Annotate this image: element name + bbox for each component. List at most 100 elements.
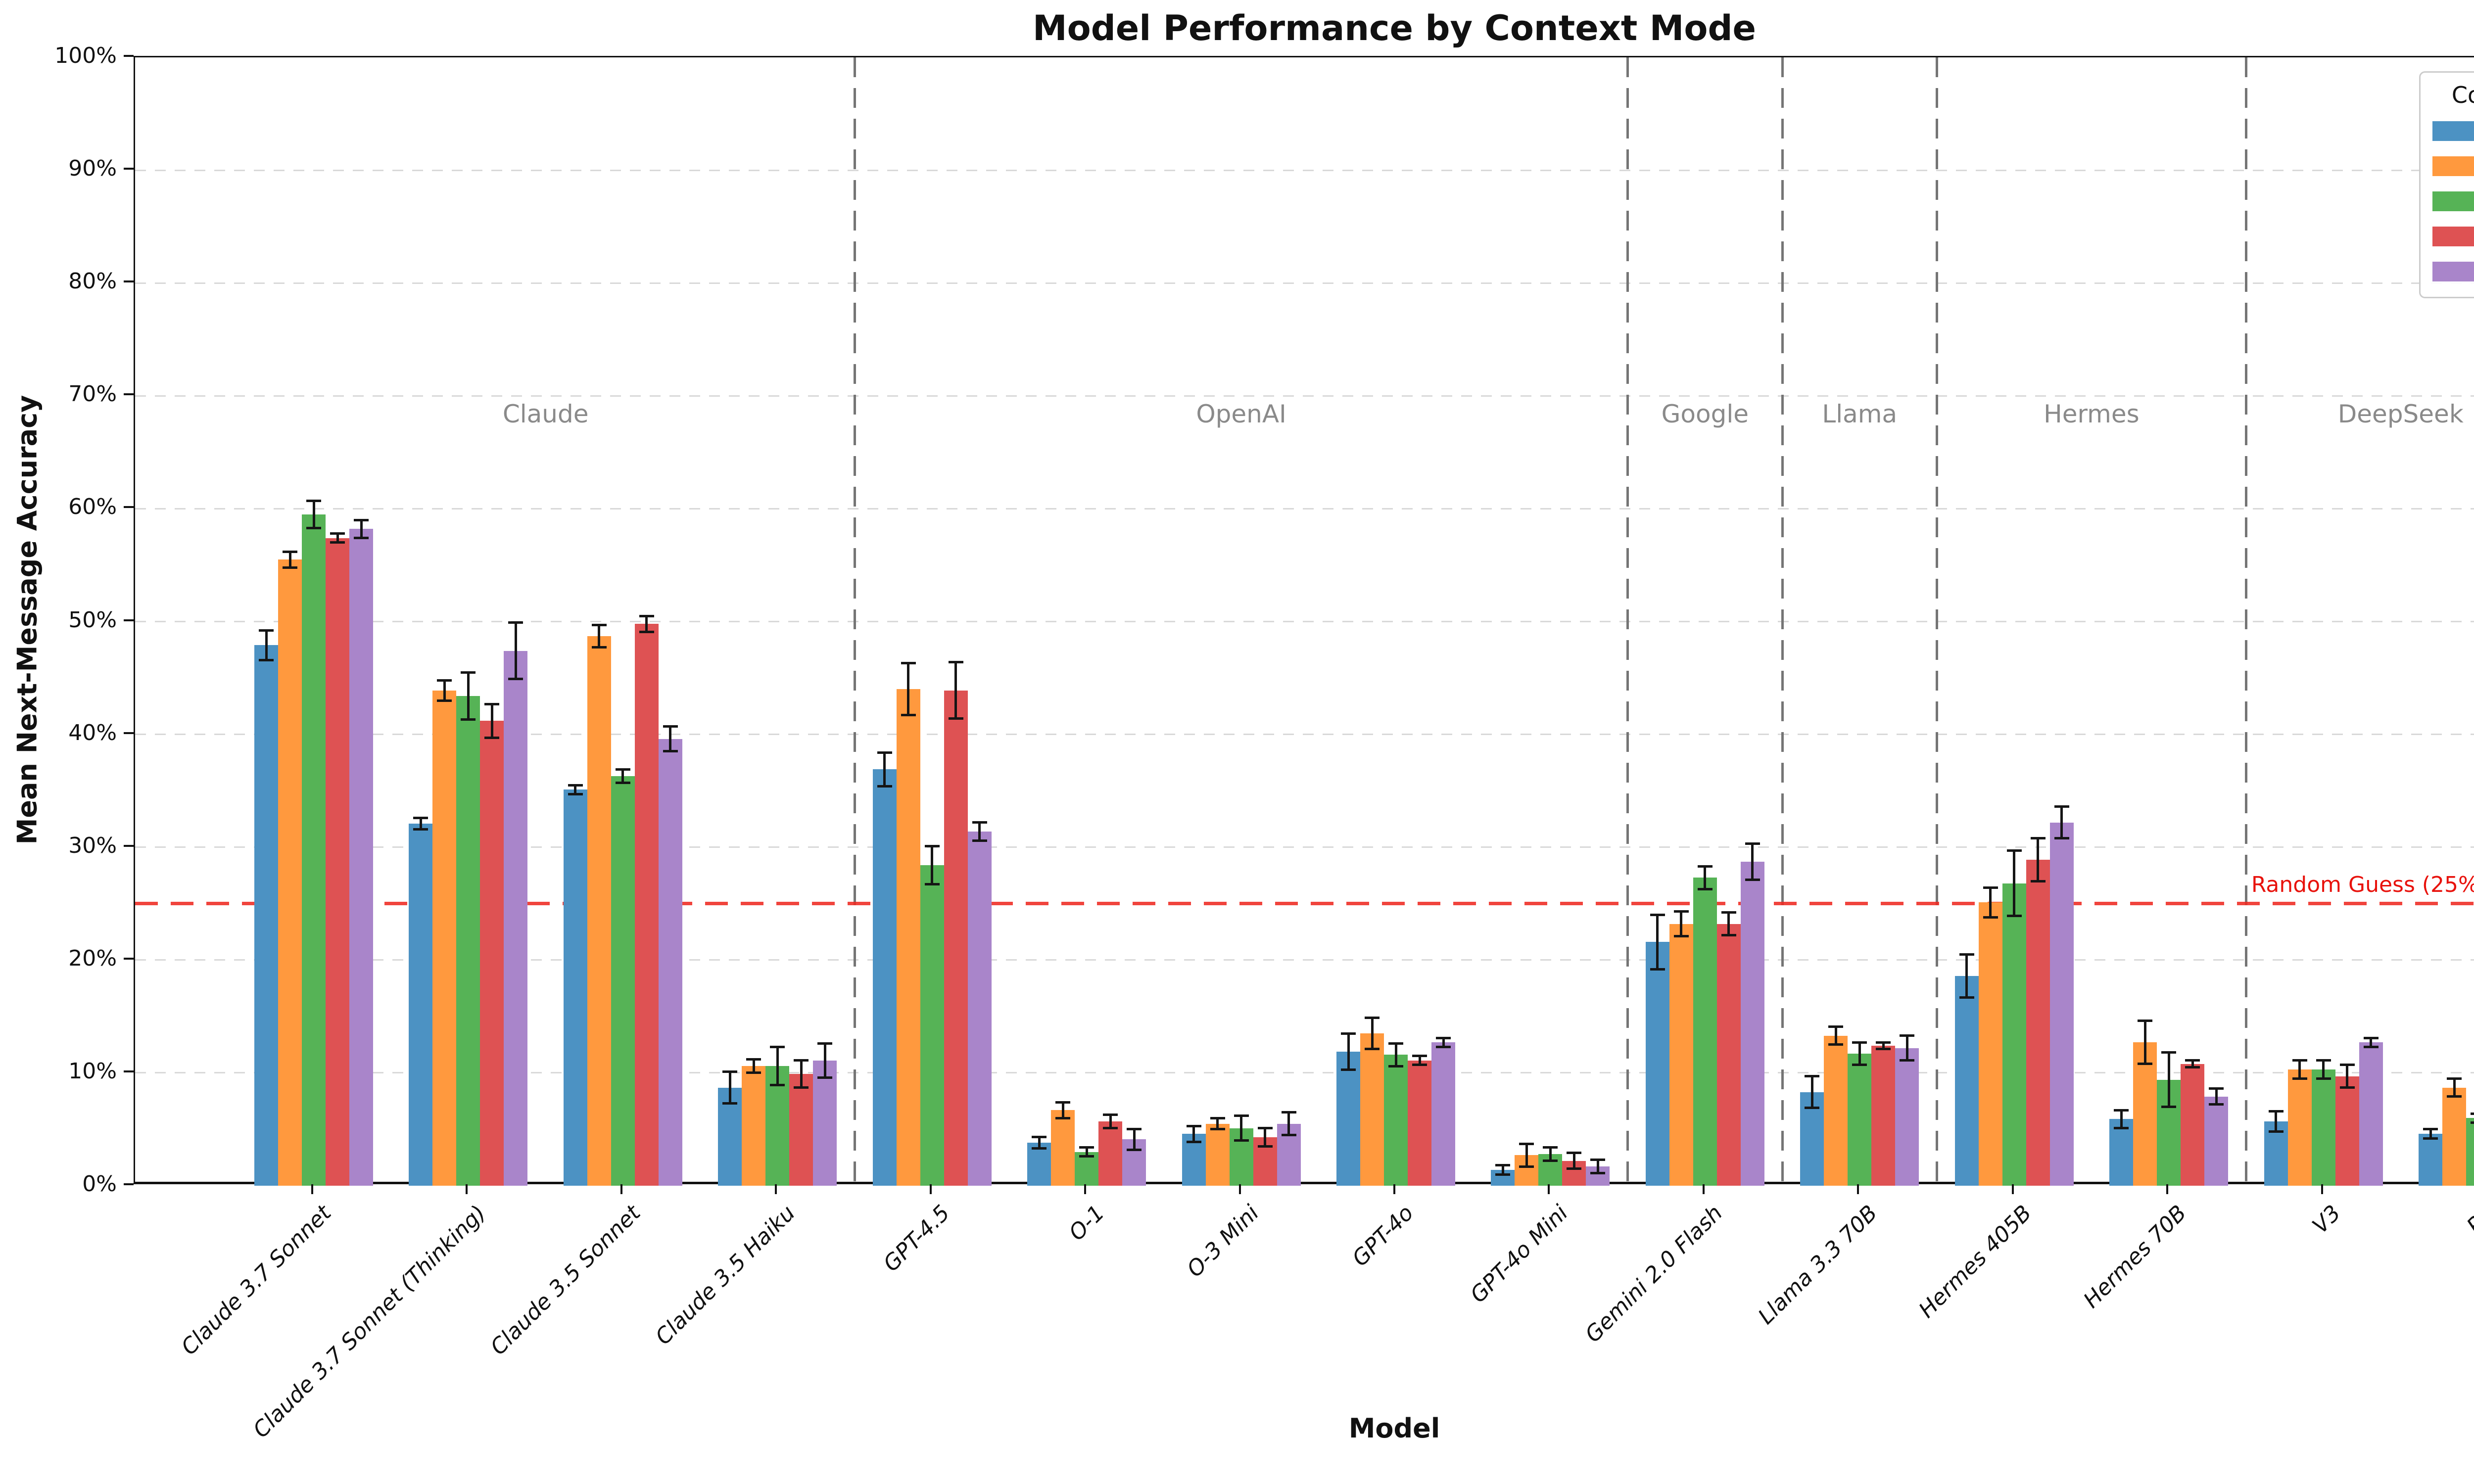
gridline	[135, 508, 2474, 510]
error-bar-cap	[1234, 1114, 1249, 1117]
y-tick-label: 70%	[68, 381, 117, 407]
bar	[2335, 1076, 2359, 1186]
error-bar	[265, 630, 268, 660]
error-bar-cap	[1543, 1146, 1558, 1149]
y-tick-label: 100%	[54, 43, 117, 68]
random-guess-label: Random Guess (25%)	[2251, 872, 2474, 897]
error-bar-cap	[306, 499, 321, 502]
error-bar-cap	[1032, 1136, 1047, 1139]
error-bar-cap	[1852, 1041, 1867, 1044]
error-bar-cap	[330, 541, 345, 544]
error-bar	[1133, 1129, 1136, 1150]
error-bar-cap	[1412, 1055, 1427, 1058]
bar	[1693, 878, 1717, 1186]
error-bar-cap	[794, 1086, 809, 1089]
bar	[658, 739, 682, 1186]
error-bar-cap	[413, 828, 428, 831]
error-bar-cap	[1519, 1165, 1534, 1168]
error-bar	[800, 1060, 803, 1088]
x-tick-label: O-3 Mini	[1182, 1200, 1264, 1282]
error-bar-cap	[2209, 1103, 2224, 1106]
error-bar	[1287, 1112, 1290, 1135]
gridline	[135, 1072, 2474, 1074]
section-separator	[2244, 57, 2247, 1186]
error-bar-cap	[2114, 1127, 2129, 1130]
error-bar	[1989, 887, 1992, 918]
error-bar-cap	[1983, 886, 1998, 889]
error-bar	[1858, 1042, 1861, 1065]
error-bar-cap	[2054, 805, 2069, 808]
error-bar-cap	[1127, 1128, 1142, 1131]
error-bar-cap	[1828, 1043, 1844, 1046]
error-bar	[823, 1043, 826, 1078]
error-bar-cap	[794, 1059, 809, 1062]
error-bar	[467, 672, 470, 720]
bar	[1871, 1046, 1896, 1186]
error-bar-cap	[1495, 1173, 1511, 1176]
bar	[2311, 1069, 2335, 1186]
error-bar-cap	[1543, 1159, 1558, 1162]
error-bar-cap	[746, 1071, 761, 1074]
error-bar-cap	[1341, 1068, 1356, 1071]
bar	[2287, 1069, 2312, 1186]
y-tick-label: 80%	[68, 269, 117, 294]
legend-item: No Context	[2432, 118, 2474, 143]
error-bar-cap	[663, 750, 678, 753]
error-bar	[1264, 1128, 1267, 1147]
legend-item: 50 Summary	[2432, 188, 2474, 214]
gridline	[135, 395, 2474, 397]
bar	[1954, 975, 1979, 1186]
error-bar	[2120, 1110, 2123, 1128]
error-bar-cap	[639, 614, 654, 617]
error-bar-cap	[1495, 1164, 1511, 1167]
bar	[789, 1074, 813, 1186]
section-separator	[854, 57, 856, 1186]
error-bar	[1549, 1147, 1552, 1161]
legend-items: No Context 50 Raw 50 Summary 100 Raw 100 Sum…	[2432, 118, 2474, 284]
section-label: Hermes	[2044, 400, 2140, 429]
x-tick-mark	[2321, 1184, 2323, 1194]
bar	[872, 769, 897, 1186]
error-bar-cap	[413, 816, 428, 819]
bar	[2466, 1118, 2474, 1186]
section-separator	[1781, 57, 1784, 1186]
error-bar-cap	[568, 792, 583, 795]
bar	[563, 789, 587, 1186]
error-bar-cap	[2471, 1112, 2474, 1115]
error-bar	[978, 822, 981, 840]
error-bar-cap	[770, 1084, 785, 1087]
error-bar	[2143, 1020, 2146, 1064]
bar	[967, 831, 992, 1186]
error-bar-cap	[1745, 879, 1760, 881]
bar	[349, 529, 373, 1186]
plot-area: Context Mode No Context 50 Raw 50 Summary 1…	[134, 56, 2474, 1186]
error-bar-cap	[1127, 1148, 1142, 1151]
legend-item: 50 Raw	[2432, 153, 2474, 179]
bar	[2002, 883, 2026, 1186]
error-bar-cap	[901, 662, 916, 665]
error-bar-cap	[2030, 880, 2046, 882]
x-tick-mark	[311, 1184, 313, 1194]
error-bar-cap	[2447, 1077, 2462, 1080]
y-tick-mark	[124, 55, 134, 57]
x-tick-label: V3	[2308, 1200, 2346, 1239]
x-tick-label: Hermes 405B	[1914, 1200, 2037, 1323]
error-bar	[419, 818, 422, 830]
error-bar	[1216, 1118, 1219, 1129]
bar	[1098, 1121, 1123, 1186]
error-bar-cap	[330, 532, 345, 535]
error-bar	[1751, 843, 1754, 880]
x-tick-label: Claude 3.7 Sonnet	[176, 1200, 336, 1360]
bar	[1848, 1054, 1872, 1186]
y-tick-label: 0%	[82, 1171, 117, 1197]
error-bar-cap	[2423, 1137, 2438, 1140]
error-bar-cap	[306, 526, 321, 529]
error-bar-cap	[2006, 915, 2022, 918]
error-bar-cap	[1436, 1045, 1451, 1048]
error-bar-cap	[1103, 1127, 1118, 1130]
error-bar-cap	[1959, 996, 1974, 999]
error-bar-cap	[1055, 1101, 1071, 1104]
error-bar-cap	[901, 714, 916, 717]
section-label: Google	[1661, 400, 1749, 429]
